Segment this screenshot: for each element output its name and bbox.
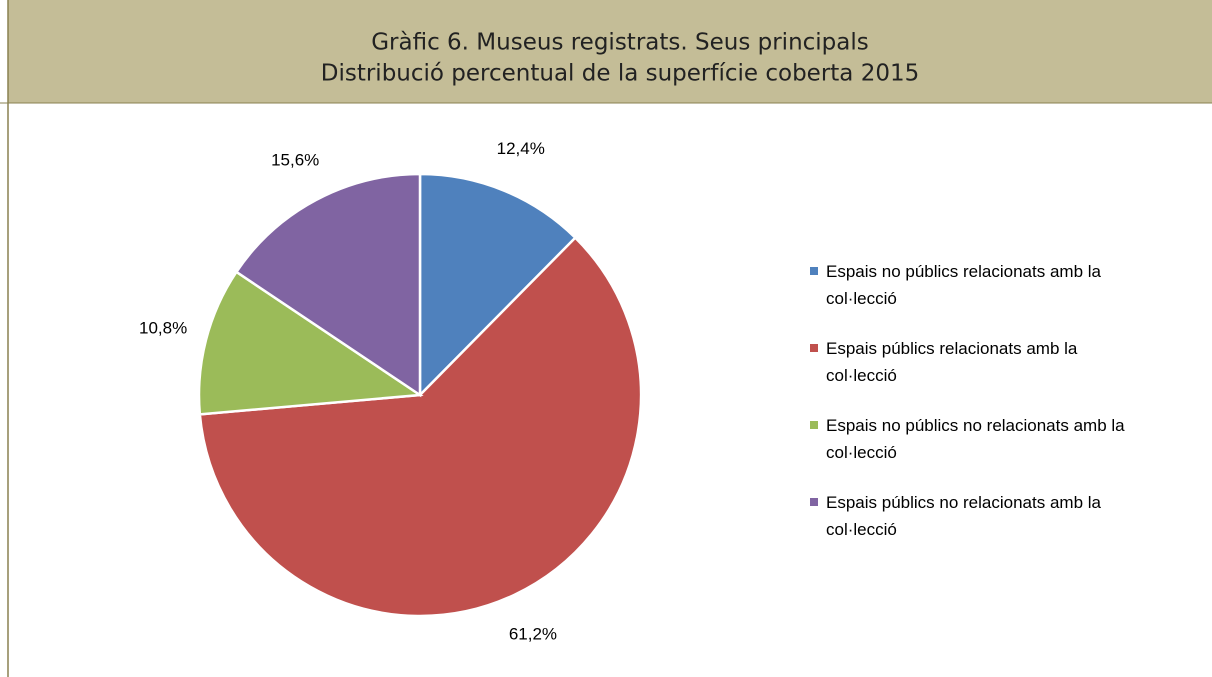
chart-title: Gràfic 6. Museus registrats. Seus princi…	[371, 30, 869, 56]
data-label: 12,4%	[497, 139, 545, 158]
legend-label: Espais no públics no relacionats amb la …	[826, 416, 1125, 462]
legend-label: Espais públics no relacionats amb la col…	[826, 493, 1101, 539]
legend-swatch	[810, 421, 818, 429]
legend-item: Espais públics no relacionats amb la col…	[810, 489, 1150, 543]
legend-item: Espais no públics no relacionats amb la …	[810, 412, 1150, 466]
legend-swatch	[810, 267, 818, 275]
legend-swatch	[810, 498, 818, 506]
pie-slice	[197, 270, 424, 416]
data-label: 61,2%	[509, 624, 557, 643]
legend-label: Espais no públics relacionats amb la col…	[826, 262, 1101, 308]
data-label: 15,6%	[271, 151, 319, 170]
pie-slice	[234, 172, 422, 398]
title-band	[8, 0, 1212, 103]
legend-swatch	[810, 344, 818, 352]
legend-item: Espais públics relacionats amb la col·le…	[810, 335, 1150, 389]
legend-item: Espais no públics relacionats amb la col…	[810, 258, 1150, 312]
pie-slice	[418, 172, 578, 399]
legend: Espais no públics relacionats amb la col…	[810, 258, 1150, 566]
data-label: 10,8%	[139, 319, 187, 338]
chart-subtitle: Distribució percentual de la superfície …	[321, 61, 920, 87]
legend-label: Espais públics relacionats amb la col·le…	[826, 339, 1078, 385]
pie-slice	[198, 235, 643, 618]
